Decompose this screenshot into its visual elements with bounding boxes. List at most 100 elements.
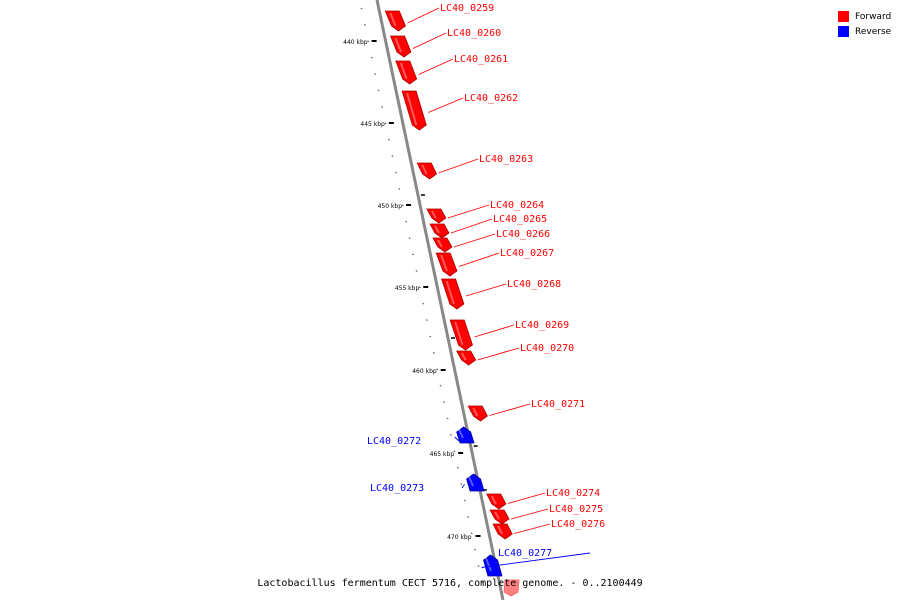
- gene-label[interactable]: LC40_0269: [515, 320, 569, 331]
- gene-arrow[interactable]: [489, 509, 510, 525]
- gene-arrow[interactable]: [432, 237, 453, 253]
- gene-arrow[interactable]: [395, 60, 418, 85]
- gene-label[interactable]: LC40_0262: [464, 93, 518, 104]
- gene-label[interactable]: LC40_0272: [367, 436, 421, 447]
- gene-lc40_0266[interactable]: LC40_0266: [432, 229, 550, 253]
- legend-label-reverse: Reverse: [855, 26, 892, 37]
- gene-label[interactable]: LC40_0264: [490, 200, 544, 211]
- gene-lc40_0261[interactable]: LC40_0261: [395, 54, 508, 85]
- gene-arrow-highlight: [440, 254, 448, 272]
- gene-lc40_0268[interactable]: LC40_0268: [441, 278, 562, 310]
- gene-lc40_0271[interactable]: LC40_0271: [467, 399, 585, 422]
- gene-arrow[interactable]: [389, 35, 412, 58]
- gene-arrow-highlight: [434, 225, 440, 234]
- genome-backbone: [375, 0, 505, 600]
- gene-lc40_0265[interactable]: LC40_0265: [429, 214, 547, 239]
- genome-title-text: Lactobacillus fermentum CECT 5716, compl…: [257, 578, 643, 589]
- gene-lc40_0267[interactable]: LC40_0267: [435, 248, 554, 277]
- ruler-label: 445 kbp: [360, 121, 385, 128]
- ruler-minor-tick: [384, 122, 387, 125]
- gene-lc40_0272[interactable]: LC40_0272: [367, 426, 475, 447]
- gene-lc40_0274[interactable]: LC40_0274: [486, 488, 600, 510]
- legend-swatch-reverse: [838, 26, 849, 37]
- ruler-minor-tick: [443, 401, 446, 404]
- gene-lc40_0264[interactable]: LC40_0264: [426, 200, 544, 224]
- gene-arrow[interactable]: [449, 319, 473, 351]
- gene-label[interactable]: LC40_0274: [546, 488, 600, 499]
- gene-label[interactable]: LC40_0270: [520, 343, 574, 354]
- gene-label[interactable]: LC40_0275: [549, 504, 603, 515]
- gene-label[interactable]: LC40_0273: [370, 483, 424, 494]
- ruler-minor-tick: [377, 89, 380, 92]
- ruler-minor-tick: [370, 56, 373, 59]
- gene-leader-line: [507, 492, 546, 504]
- legend-label-forward: Forward: [855, 11, 892, 22]
- ruler: 440 kbp 445 kbp 450 kbp 455 kbp 460 kbp 465 k…: [343, 7, 487, 584]
- ruler-minor-tick: [467, 515, 470, 518]
- ruler-minor-tick: [363, 23, 366, 26]
- gene-leader-line: [481, 552, 591, 568]
- gene-arrow[interactable]: [466, 473, 485, 492]
- ruler-minor-tick: [408, 237, 411, 240]
- gene-label[interactable]: LC40_0265: [493, 214, 547, 225]
- gene-arrow-highlight: [445, 280, 455, 305]
- gene-arrow[interactable]: [416, 162, 438, 180]
- gene-arrow-highlight: [490, 495, 497, 505]
- gene-label[interactable]: LC40_0259: [440, 3, 494, 14]
- gene-lc40_0262[interactable]: LC40_0262: [401, 90, 518, 131]
- gene-label[interactable]: LC40_0261: [454, 54, 508, 65]
- gene-arrow[interactable]: [384, 10, 407, 32]
- gene-arrow[interactable]: [401, 90, 427, 131]
- ruler-minor-tick: [391, 155, 394, 158]
- gene-arrow[interactable]: [441, 278, 465, 310]
- ruler-minor-tick: [436, 368, 439, 371]
- gene-lc40_0275[interactable]: LC40_0275: [489, 504, 603, 525]
- gene-arrow[interactable]: [456, 350, 477, 366]
- gene-arrow[interactable]: [426, 208, 447, 224]
- gene-leader-line: [450, 218, 493, 234]
- gene-lc40_0276[interactable]: LC40_0276: [492, 519, 605, 540]
- ruler-minor-tick: [432, 351, 435, 354]
- gene-arrow-highlight: [497, 525, 504, 535]
- ruler-minor-tick: [480, 581, 483, 584]
- gene-partial-bottom[interactable]: [503, 579, 520, 597]
- gene-label[interactable]: LC40_0266: [496, 229, 550, 240]
- gene-arrow-highlight: [437, 239, 443, 248]
- gene-label[interactable]: LC40_0260: [447, 28, 501, 39]
- ruler-label: 470 kbp: [447, 534, 472, 541]
- gene-label[interactable]: LC40_0276: [551, 519, 605, 530]
- ruler-minor-tick: [446, 417, 449, 420]
- gene-lc40_0273[interactable]: LC40_0273: [370, 473, 485, 494]
- gene-arrow[interactable]: [492, 523, 513, 540]
- ruler-minor-tick: [474, 548, 477, 551]
- gene-leader-line: [465, 283, 507, 297]
- gene-leader-line: [458, 252, 500, 267]
- gene-lc40_0260[interactable]: LC40_0260: [389, 28, 502, 58]
- gene-label[interactable]: LC40_0267: [500, 248, 554, 259]
- gene-leader-line: [477, 347, 520, 361]
- ruler-minor-tick: [418, 286, 422, 289]
- gene-leader-line: [489, 403, 531, 416]
- ruler-minor-tick: [412, 253, 415, 256]
- gene-lc40_0269[interactable]: LC40_0269: [449, 319, 569, 351]
- gene-lc40_0270[interactable]: LC40_0270: [456, 343, 574, 366]
- gene-label[interactable]: LC40_0268: [507, 279, 561, 290]
- gene-lc40_0259[interactable]: LC40_0259: [384, 3, 494, 32]
- ruler-minor-tick: [422, 302, 425, 305]
- gene-arrow[interactable]: [456, 426, 475, 444]
- gene-leader-line: [438, 158, 479, 174]
- gene-arrow[interactable]: [483, 554, 503, 577]
- gene-arrow[interactable]: [486, 493, 507, 510]
- gene-lc40_0277[interactable]: LC40_0277: [481, 548, 591, 577]
- gene-lc40_0263[interactable]: LC40_0263: [416, 154, 533, 180]
- gene-arrow[interactable]: [467, 405, 488, 422]
- gene-leader-line: [428, 97, 464, 113]
- gene-arrow[interactable]: [429, 223, 450, 239]
- gene-label[interactable]: LC40_0271: [531, 399, 585, 410]
- gene-label[interactable]: LC40_0263: [479, 154, 533, 165]
- ruler-minor-tick: [429, 335, 432, 338]
- gene-label[interactable]: LC40_0277: [498, 548, 552, 559]
- gene-leader-line: [407, 7, 440, 24]
- gene-arrow[interactable]: [435, 252, 458, 277]
